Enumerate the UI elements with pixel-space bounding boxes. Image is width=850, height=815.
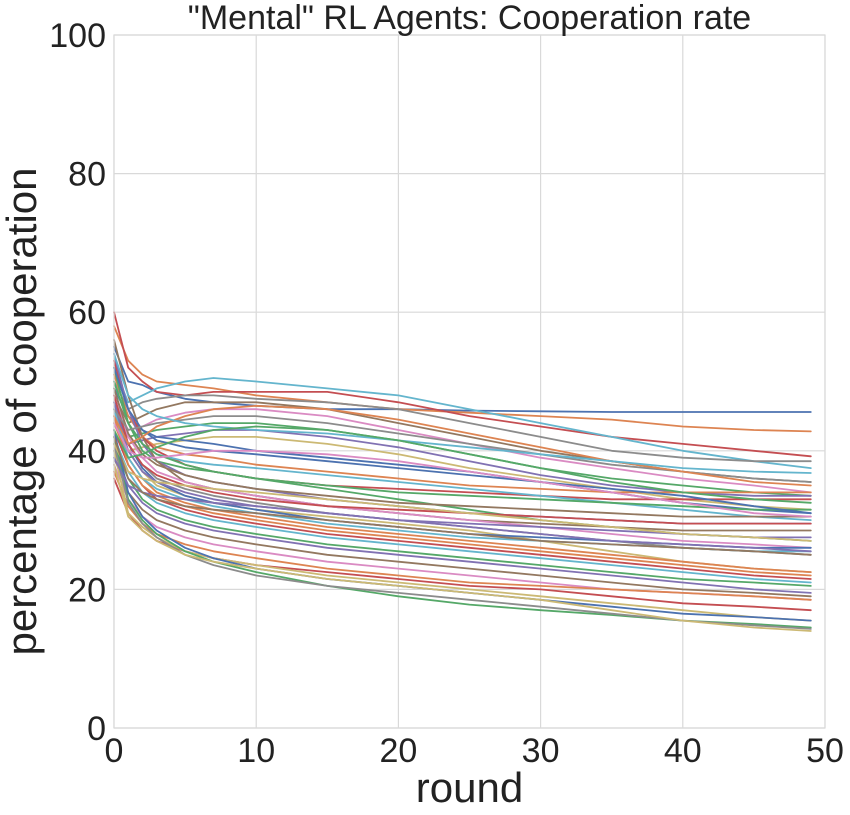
y-tick-label: 80	[68, 156, 106, 194]
y-tick-label: 40	[68, 433, 106, 471]
series-line-4	[113, 366, 812, 470]
x-axis-title: round	[416, 764, 523, 811]
plot-frame	[113, 34, 826, 729]
series-line-5	[113, 380, 812, 463]
series-line-43	[113, 422, 812, 518]
series-line-44	[113, 408, 812, 483]
series-line-24	[113, 435, 812, 584]
x-tick-label: 50	[806, 732, 844, 770]
series-line-27	[113, 456, 812, 598]
series-line-39	[113, 394, 812, 525]
chart-title: "Mental" RL Agents: Cooperation rate	[188, 0, 751, 37]
series-line-26	[113, 449, 812, 594]
series-group	[113, 311, 812, 632]
series-line-50	[113, 435, 812, 556]
series-line-9	[113, 415, 812, 497]
x-tick-label: 30	[522, 732, 560, 770]
x-tick-label: 0	[105, 732, 124, 770]
series-line-23	[113, 429, 812, 580]
y-tick-label: 60	[68, 294, 106, 332]
series-line-20	[113, 415, 812, 573]
series-line-22	[113, 422, 812, 573]
x-tick-label: 20	[379, 732, 417, 770]
series-line-36	[113, 415, 812, 577]
series-line-48	[113, 442, 812, 542]
series-line-46	[113, 352, 812, 474]
series-line-3	[113, 311, 812, 458]
series-line-31	[113, 449, 812, 622]
y-tick-label: 100	[49, 17, 106, 55]
series-line-35	[113, 463, 812, 632]
y-tick-label: 20	[68, 571, 106, 609]
x-tick-label: 10	[237, 732, 275, 770]
y-axis-title: percentage of cooperation	[0, 167, 45, 655]
series-line-34	[113, 442, 812, 630]
series-line-49	[113, 456, 812, 553]
x-tick-labels: 0 10 20 30 40 50	[105, 732, 844, 770]
x-tick-label: 40	[664, 732, 702, 770]
series-line-41	[113, 380, 812, 511]
y-tick-labels: 0 20 40 60 80 100	[49, 17, 106, 748]
series-line-45	[113, 404, 812, 487]
series-line-7	[113, 401, 812, 494]
y-tick-label: 0	[87, 710, 106, 748]
series-line-47	[113, 425, 812, 504]
series-line-25	[113, 442, 812, 587]
